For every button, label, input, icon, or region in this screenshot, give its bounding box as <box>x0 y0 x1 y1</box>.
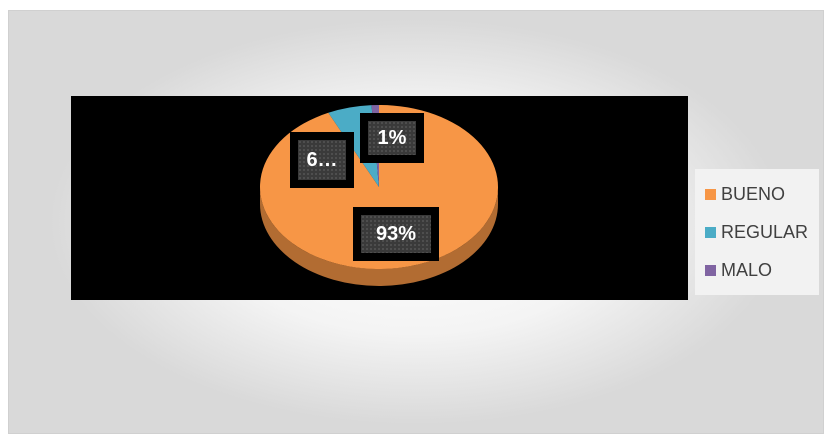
legend-label-bueno: BUENO <box>721 183 786 204</box>
chart-frame: 93% 6… 1% BUENO REGULAR MALO <box>8 10 824 434</box>
legend-item-bueno: BUENO <box>705 183 785 205</box>
legend-label-malo: MALO <box>721 259 773 280</box>
legend: BUENO REGULAR MALO <box>695 169 819 295</box>
legend-swatch-malo <box>705 264 716 276</box>
legend-item-malo: MALO <box>705 259 772 281</box>
data-label-malo: 1% <box>360 113 424 163</box>
plot-area: 93% 6… 1% <box>71 96 688 300</box>
legend-label-regular: REGULAR <box>721 221 809 242</box>
legend-swatch-regular <box>705 226 716 238</box>
pie-side-bueno <box>260 187 498 286</box>
legend-swatch-bueno <box>705 188 716 200</box>
data-label-bueno: 93% <box>353 207 439 261</box>
legend-item-regular: REGULAR <box>705 221 808 243</box>
data-label-regular: 6… <box>290 132 354 188</box>
